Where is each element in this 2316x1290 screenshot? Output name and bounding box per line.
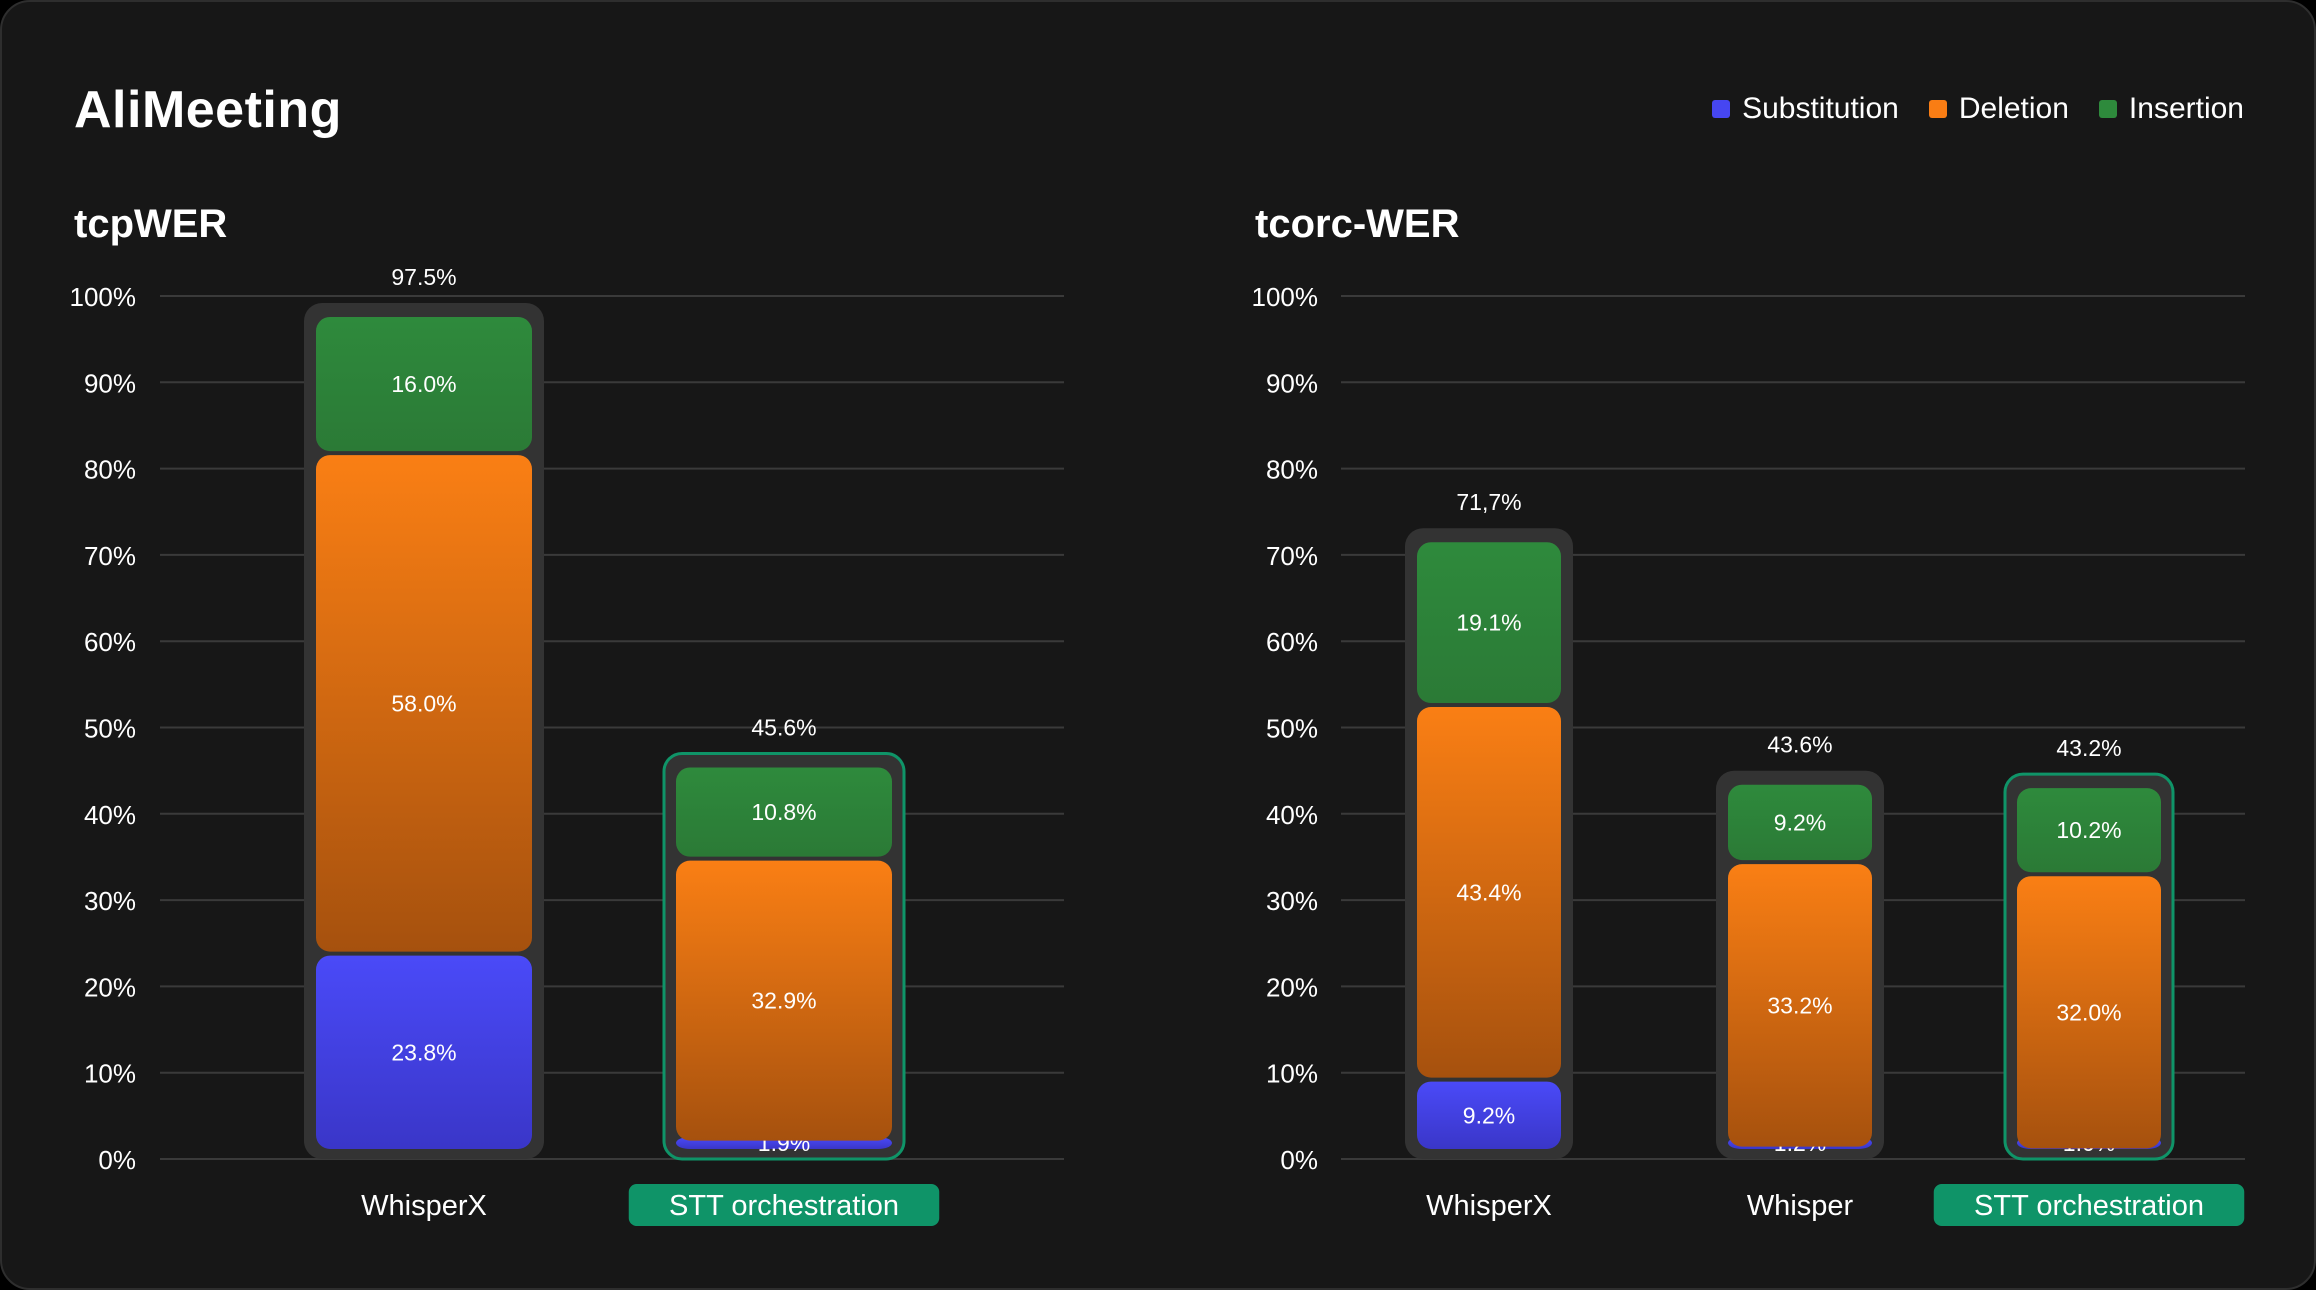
- data-label-deletion: 32.0%: [2056, 999, 2121, 1025]
- category-label-stt-orchestration: STT orchestration: [669, 1190, 899, 1222]
- category-pill: [628, 1184, 940, 1226]
- bar-substitution-whisperx: [1417, 1081, 1561, 1149]
- data-label-insertion: 10.2%: [2056, 817, 2121, 843]
- total-label: 71,7%: [1456, 489, 1521, 515]
- page-title: AliMeeting: [74, 81, 342, 139]
- y-tick-label: 100%: [1252, 282, 1319, 312]
- y-tick-label: 40%: [84, 800, 136, 830]
- legend-item-substitution: Substitution: [1712, 92, 1899, 126]
- category-label-whisperx: WhisperX: [1426, 1190, 1552, 1222]
- total-label: 97.5%: [391, 264, 456, 290]
- y-tick-label: 10%: [84, 1059, 136, 1089]
- legend-label-insertion: Insertion: [2128, 92, 2244, 125]
- data-label-insertion: 16.0%: [391, 371, 456, 397]
- total-label: 43.6%: [1767, 732, 1832, 758]
- bar-insertion-stt-orchestration: [2017, 788, 2161, 873]
- tcpwer-title: tcpWER: [74, 202, 228, 246]
- legend: Substitution Deletion Insertion: [1712, 92, 2244, 126]
- legend-label-deletion: Deletion: [1958, 92, 2069, 125]
- data-label-insertion: 9.2%: [1774, 809, 1826, 835]
- bar-substitution-whisperx: [316, 955, 532, 1149]
- category-label-whisperx: WhisperX: [361, 1190, 487, 1222]
- y-tick-label: 0%: [98, 1145, 136, 1175]
- tcorc-wer-chart: 0% 10% 20% 30% 40% 50% 60% 70% 80% 90% 100% 9.2% 43.…: [1252, 282, 2245, 1226]
- legend-label-substitution: Substitution: [1742, 92, 1899, 125]
- data-label-insertion: 10.8%: [751, 799, 816, 825]
- y-tick-label: 60%: [1266, 627, 1318, 657]
- tcpwer-chart: 0% 10% 20% 30% 40% 50% 60% 70% 80% 90% 100% 23.8% 58…: [70, 264, 1064, 1226]
- data-label-deletion: 58.0%: [391, 690, 456, 716]
- y-tick-label: 40%: [1266, 800, 1318, 830]
- y-tick-label: 10%: [1266, 1059, 1318, 1089]
- data-label-deletion: 33.2%: [1767, 992, 1832, 1018]
- data-label-substitution: 9.2%: [1463, 1102, 1515, 1128]
- category-label-whisper: Whisper: [1747, 1190, 1854, 1222]
- y-tick-label: 30%: [1266, 886, 1318, 916]
- y-tick-label: 20%: [84, 972, 136, 1002]
- y-tick-label: 50%: [84, 714, 136, 744]
- total-label: 43.2%: [2056, 735, 2121, 761]
- y-tick-label: 90%: [84, 368, 136, 398]
- y-tick-label: 70%: [84, 541, 136, 571]
- data-label-deletion: 43.4%: [1456, 879, 1521, 905]
- y-tick-label: 20%: [1266, 972, 1318, 1002]
- y-tick-label: 60%: [84, 627, 136, 657]
- y-tick-label: 100%: [70, 282, 137, 312]
- bar-insertion-whisperx: [316, 316, 532, 452]
- data-label-insertion: 19.1%: [1456, 610, 1521, 636]
- category-label-stt-orchestration: STT orchestration: [1974, 1190, 2204, 1222]
- bar-deletion-whisper: [1728, 864, 1872, 1147]
- legend-swatch-insertion: [2098, 100, 2117, 118]
- bar-deletion-stt-orchestration: [676, 860, 892, 1141]
- legend-item-insertion: Insertion: [2098, 92, 2244, 126]
- data-label-substitution: 23.8%: [391, 1039, 456, 1065]
- y-tick-label: 90%: [1266, 368, 1318, 398]
- y-tick-label: 50%: [1266, 714, 1318, 744]
- category-pill: [1933, 1184, 2245, 1226]
- data-label-deletion: 32.9%: [751, 988, 816, 1014]
- legend-swatch-deletion: [1928, 100, 1947, 118]
- y-tick-label: 0%: [1280, 1145, 1318, 1175]
- bar-deletion-whisperx: [1417, 707, 1561, 1078]
- bar-insertion-whisper: [1728, 784, 1872, 861]
- tcorc-wer-title: tcorc-WER: [1255, 202, 1460, 246]
- total-label: 45.6%: [751, 714, 816, 740]
- y-tick-label: 80%: [1266, 455, 1318, 485]
- bar-deletion-whisperx: [316, 455, 532, 952]
- y-tick-label: 80%: [84, 455, 136, 485]
- y-tick-label: 30%: [84, 886, 136, 916]
- y-tick-label: 70%: [1266, 541, 1318, 571]
- bar-insertion-whisperx: [1417, 542, 1561, 704]
- bar-deletion-stt-orchestration: [2017, 876, 2161, 1149]
- bar-insertion-stt-orchestration: [676, 767, 892, 857]
- legend-swatch-substitution: [1712, 100, 1731, 118]
- legend-item-deletion: Deletion: [1928, 92, 2069, 126]
